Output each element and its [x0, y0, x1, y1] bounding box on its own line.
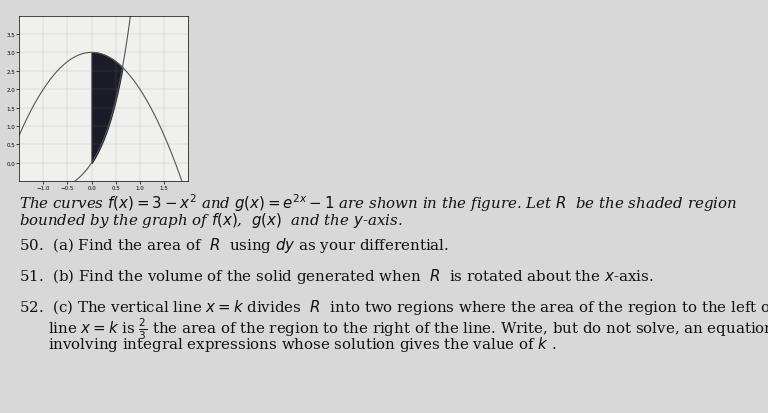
Text: bounded by the graph of $f(x)$,  $g(x)$  and the $y$-axis.: bounded by the graph of $f(x)$, $g(x)$ a…	[19, 211, 402, 230]
Text: 50.  (a) Find the area of  $R$  using $dy$ as your differential.: 50. (a) Find the area of $R$ using $dy$ …	[19, 235, 449, 254]
Text: 52.  (c) The vertical line $x = k$ divides  $R$  into two regions where the area: 52. (c) The vertical line $x = k$ divide…	[19, 297, 768, 316]
Text: line $x = k$ is $\frac{2}{3}$ the area of the region to the right of the line. W: line $x = k$ is $\frac{2}{3}$ the area o…	[48, 316, 768, 342]
Text: The curves $f(x) = 3 - x^2$ and $g(x) = e^{2x} - 1$ are shown in the figure. Let: The curves $f(x) = 3 - x^2$ and $g(x) = …	[19, 192, 737, 214]
Text: 51.  (b) Find the volume of the solid generated when  $R$  is rotated about the : 51. (b) Find the volume of the solid gen…	[19, 266, 654, 285]
Text: involving integral expressions whose solution gives the value of $k$ .: involving integral expressions whose sol…	[48, 335, 557, 354]
